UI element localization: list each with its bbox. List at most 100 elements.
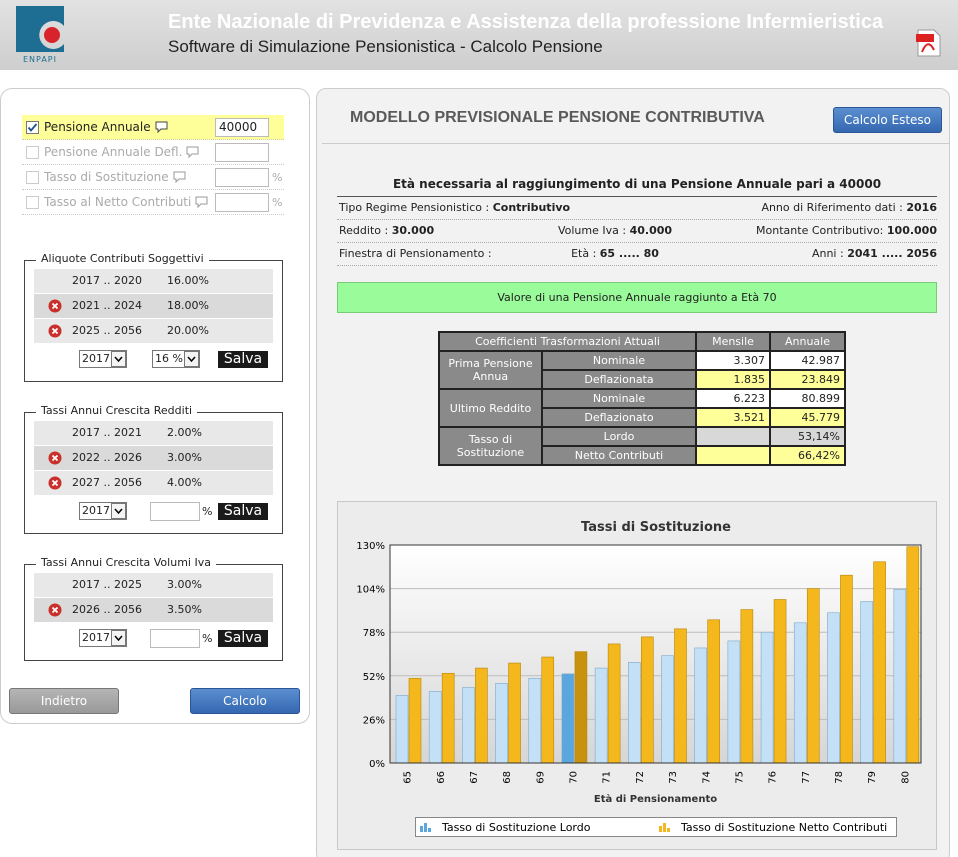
table-header: Coefficienti Trasformazioni Attuali: [438, 331, 697, 352]
period: 2017 .. 2021: [72, 426, 142, 439]
note-icon-shape: [155, 121, 168, 133]
save-button[interactable]: Salva: [218, 503, 268, 520]
group-label: Tasso di Sostituzione: [438, 426, 543, 466]
info-cell: Volume Iva : 40.000: [515, 224, 715, 237]
rate-row: [34, 421, 273, 445]
note-icon-shape: [186, 146, 199, 158]
select-value: 2017: [82, 504, 110, 517]
remove-icon[interactable]: [48, 603, 62, 617]
row-label: Nominale: [541, 388, 697, 409]
select[interactable]: 2017: [79, 350, 127, 368]
y-tick-label: 26%: [363, 715, 385, 726]
x-tick-label: 79: [867, 771, 878, 784]
x-axis-title: Età di Pensionamento: [594, 793, 717, 805]
fieldset-legend: Aliquote Contributi Soggettivi: [36, 252, 209, 265]
info-value: 65 ..... 80: [599, 247, 659, 260]
note-icon[interactable]: [186, 146, 199, 158]
legend-icon-bar: [667, 828, 670, 832]
select-value: 2017: [82, 352, 110, 365]
rate-row: [34, 446, 273, 470]
separator: [322, 143, 950, 144]
save-button[interactable]: Salva: [218, 630, 268, 647]
text-input[interactable]: [215, 168, 269, 187]
remove-icon[interactable]: [48, 324, 62, 338]
remove-icon[interactable]: [48, 299, 62, 313]
text-input[interactable]: 40000: [215, 118, 269, 137]
option-label-wrap: Tasso di Sostituzione: [44, 170, 186, 184]
logo: ENPAPI: [16, 6, 64, 64]
back-button[interactable]: Indietro: [9, 688, 119, 714]
checkbox[interactable]: [26, 121, 39, 134]
checkbox[interactable]: [26, 196, 39, 209]
remove-icon[interactable]: [48, 451, 62, 465]
select-arrow-shape: [114, 508, 123, 515]
note-icon[interactable]: [173, 171, 186, 183]
rate: 18.00%: [167, 299, 209, 312]
info-cell: Anni : 2041 ..... 2056: [812, 247, 937, 260]
option-label-wrap: Pensione Annuale: [44, 120, 168, 134]
annual-value: 80.899: [769, 388, 846, 409]
bar: [873, 561, 886, 764]
bar: [860, 601, 873, 764]
pdf-icon[interactable]: [914, 28, 944, 58]
select[interactable]: 16 %: [152, 350, 200, 368]
period: 2022 .. 2026: [72, 451, 142, 464]
separator: [337, 196, 937, 197]
select-value: 16 %: [155, 352, 183, 365]
select-arrow: [184, 351, 199, 367]
pdf-page: [917, 29, 941, 57]
extended-button[interactable]: Calcolo Esteso: [833, 107, 942, 133]
annual-value: 23.849: [769, 369, 846, 390]
monthly-value: 6.223: [695, 388, 771, 409]
text-input[interactable]: [150, 629, 200, 648]
info-cell: Età : 65 ..... 80: [515, 247, 715, 260]
remove-icon[interactable]: [48, 476, 62, 490]
table-row: Netto Contributi 66,42%: [439, 445, 846, 466]
remove-cross: [51, 302, 59, 310]
info-label: Finestra di Pensionamento :: [339, 247, 492, 260]
select[interactable]: 2017: [79, 629, 127, 647]
legend-box: [415, 817, 897, 837]
legend-icon-bar: [659, 826, 662, 832]
x-tick-label: 67: [469, 771, 480, 784]
text-input[interactable]: [215, 143, 269, 162]
x-tick-label: 77: [801, 771, 812, 784]
select[interactable]: 2017: [79, 502, 127, 520]
bar: [528, 678, 542, 764]
x-tick-label: 76: [768, 771, 779, 784]
legend-icon-bar: [428, 828, 431, 832]
save-button[interactable]: Salva: [218, 351, 268, 368]
bar: [462, 687, 475, 764]
fieldset-legend: Tassi Annui Crescita Redditi: [36, 404, 198, 417]
select-arrow-box: [184, 351, 199, 367]
rate: 3.00%: [167, 578, 202, 591]
x-tick-label: 72: [635, 771, 646, 784]
info-label: Volume Iva :: [557, 224, 630, 237]
x-tick-label: 71: [602, 771, 613, 784]
bar: [661, 655, 674, 764]
bar: [840, 574, 853, 764]
coefficients-table: Coefficienti Trasformazioni Attuali Mensi…: [438, 331, 846, 466]
table-row: Deflazionata 1.835 23.849: [439, 369, 846, 390]
checkbox[interactable]: [26, 146, 39, 159]
legend-icon: [659, 823, 670, 832]
checkmark: [27, 123, 38, 132]
chart: Tassi di Sostituzione 0% 26% 52% 78% 104% 130%…: [337, 501, 937, 850]
row-label: Nominale: [541, 350, 697, 371]
annual-value: 53,14%: [769, 426, 846, 447]
remove-cross: [51, 479, 59, 487]
checkbox[interactable]: [26, 171, 39, 184]
table-row: Ultimo Reddito Nominale 6.223 80.899: [438, 388, 846, 428]
bar: [806, 588, 820, 764]
note-icon[interactable]: [155, 121, 168, 133]
note-icon[interactable]: [195, 196, 208, 208]
bar: [893, 589, 907, 764]
calc-button[interactable]: Calcolo: [190, 688, 300, 714]
option-row: [22, 165, 284, 190]
rate: 20.00%: [167, 324, 209, 337]
input-value: 40000: [219, 120, 258, 134]
rate-row: [34, 294, 273, 318]
text-input[interactable]: [150, 502, 200, 521]
text-input[interactable]: [215, 193, 269, 212]
fieldset-legend: Tassi Annui Crescita Volumi Iva: [36, 556, 216, 569]
